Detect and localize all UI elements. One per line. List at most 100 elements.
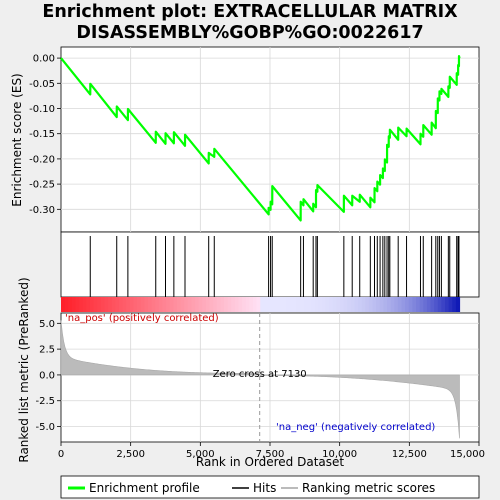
heat-seg-100 [423,297,428,312]
heat-seg-104 [437,297,442,312]
heat-seg-15 [115,297,120,312]
heat-seg-67 [303,297,308,312]
chart-title-line1: Enrichment plot: EXTRACELLULAR MATRIX [42,2,458,22]
heat-seg-4 [75,297,80,312]
heat-seg-50 [242,297,247,312]
legend-box [60,475,480,499]
heat-seg-10 [97,297,102,312]
metric-ytick-label-4: -5.0 [35,422,55,433]
heat-seg-27 [158,297,164,312]
heat-seg-83 [361,297,366,312]
heat-seg-34 [184,297,189,312]
pos-label: 'na_pos' (positively correlated) [65,313,219,324]
heat-seg-12 [104,297,109,312]
heat-seg-51 [245,297,250,312]
heat-seg-7 [86,297,91,312]
heat-seg-44 [220,297,225,312]
heat-seg-108 [452,297,457,312]
hits-layer [89,236,460,297]
heat-seg-53 [253,297,258,312]
heat-seg-32 [176,297,182,312]
heat-seg-80 [350,297,356,312]
heat-seg-77 [339,297,345,312]
heat-seg-81 [354,297,359,312]
ranking-metric-area [60,320,460,439]
heat-seg-64 [292,297,298,312]
heat-seg-41 [209,297,214,312]
x-ticks: 0 2,500 5,000 7,500 10,000 12,500 15,000 [58,442,485,460]
xtick-label-5: 12,500 [392,449,427,460]
heat-seg-85 [368,297,374,312]
heat-seg-20 [133,297,138,312]
heat-seg-5 [79,297,84,312]
hits-panel [60,231,480,298]
es-gridlines [61,47,479,232]
es-ytick-label-6: -0.30 [29,205,55,216]
heat-seg-45 [224,297,229,312]
heat-seg-29 [166,297,171,312]
heat-seg-92 [394,297,399,312]
heat-seg-76 [336,297,341,312]
heat-seg-35 [187,297,193,312]
heat-seg-71 [318,297,323,312]
heat-seg-90 [387,297,392,312]
heat-seg-0 [61,297,66,312]
heat-seg-16 [118,297,124,312]
metric-ytick-label-1: 2.5 [39,345,55,356]
heat-seg-95 [405,297,410,312]
heat-seg-59 [274,297,279,312]
heat-seg-103 [434,297,439,312]
xtick-label-4: 10,000 [322,449,357,460]
metric-curve [60,320,460,439]
heat-seg-66 [300,297,305,312]
heat-seg-101 [426,297,432,312]
heat-seg-86 [372,297,377,312]
es-ytick-label-0: 0.00 [33,54,55,65]
heat-seg-24 [147,297,153,312]
heat-seg-2 [68,297,73,312]
heat-seg-11 [100,297,106,312]
metric-gridlines [61,313,479,442]
heat-seg-40 [205,297,211,312]
heat-seg-48 [234,297,240,312]
es-ytick-label-3: -0.15 [29,129,55,140]
heat-seg-28 [162,297,167,312]
heat-seg-17 [122,297,127,312]
metric-ytick-label-3: -2.5 [35,396,55,407]
heat-seg-63 [289,297,294,312]
xtick-label-6: 15,000 [450,449,485,460]
heat-seg-54 [256,297,261,312]
es-line-layer [60,54,461,222]
heat-seg-6 [82,297,87,312]
heat-seg-43 [216,297,221,312]
heat-seg-55 [260,297,265,312]
heat-seg-57 [267,297,272,312]
es-ytick-label-1: -0.05 [29,79,55,90]
heat-seg-3 [71,297,77,312]
metric-y-ticks: 5.0 2.5 0.0 -2.5 -5.0 [35,319,61,433]
heat-seg-102 [430,297,435,312]
heat-seg-36 [191,297,196,312]
heat-seg-74 [329,297,334,312]
heat-seg-46 [227,297,232,312]
heat-seg-99 [419,297,424,312]
heat-seg-82 [358,297,363,312]
neg-label: 'na_neg' (negatively correlated) [276,422,435,433]
heat-seg-37 [195,297,200,312]
es-y-ticks: 0.00 -0.05 -0.10 -0.15 -0.20 -0.25 -0.30 [29,54,61,216]
legend-hits-label: Hits [253,481,276,495]
heat-seg-19 [129,297,135,312]
es-y-axis-label: Enrichment score (ES) [10,73,24,206]
heat-seg-47 [231,297,236,312]
es-ytick-label-5: -0.25 [29,180,55,191]
xtick-label-3: 7,500 [256,449,285,460]
heat-seg-26 [155,297,160,312]
heat-seg-84 [365,297,370,312]
heat-seg-60 [278,297,283,312]
heat-seg-14 [111,297,116,312]
heat-seg-75 [332,297,337,312]
heat-seg-97 [412,297,417,312]
heat-seg-21 [137,297,142,312]
